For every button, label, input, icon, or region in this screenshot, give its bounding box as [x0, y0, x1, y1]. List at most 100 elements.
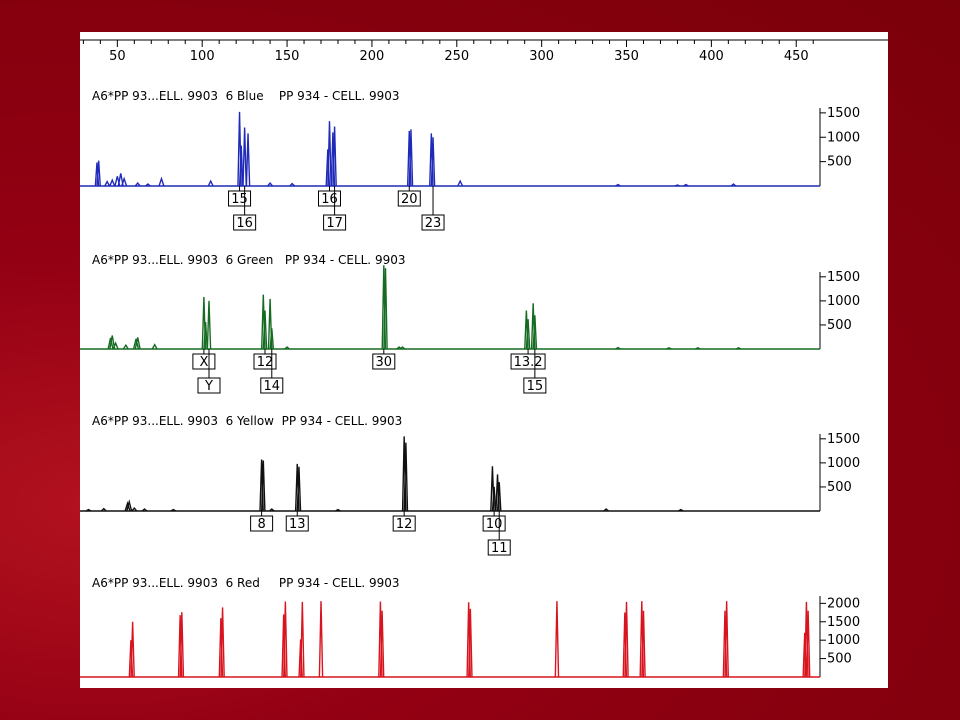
- y-tick-label: 1000: [827, 633, 860, 648]
- channel-label: A6*PP 93...ELL. 9903 6 Green PP 934 - CE…: [92, 253, 405, 267]
- signal-peak: [132, 338, 140, 350]
- allele-call-label: 13: [289, 517, 306, 532]
- y-tick-label: 1000: [827, 130, 860, 145]
- signal-peak: [403, 442, 409, 512]
- signal-peak: [134, 181, 141, 187]
- signal-peak: [262, 310, 268, 350]
- signal-peak: [283, 601, 288, 678]
- signal-peak: [203, 322, 208, 350]
- allele-call-box: [233, 214, 257, 231]
- allele-call-label: 10: [486, 517, 503, 532]
- allele-call-box: [372, 353, 396, 370]
- signal-peak: [206, 300, 212, 350]
- signal-peak: [220, 607, 225, 678]
- signal-peak: [134, 337, 141, 350]
- allele-call-label: 17: [326, 216, 343, 231]
- allele-call-box: [510, 353, 546, 370]
- allele-call-label: 8: [257, 517, 265, 532]
- y-tick-label: 500: [827, 155, 852, 170]
- allele-call-label: 13.2: [514, 355, 543, 370]
- signal-peak: [641, 610, 646, 678]
- signal-peak: [100, 507, 107, 512]
- y-tick-label: 1500: [827, 615, 860, 630]
- signal-peak: [151, 343, 158, 350]
- allele-call-label: 15: [231, 192, 248, 207]
- allele-call-label: 11: [491, 541, 508, 556]
- signal-peak: [85, 508, 92, 512]
- signal-peak: [109, 178, 116, 187]
- signal-peak: [145, 183, 151, 187]
- signal-peak: [399, 346, 406, 350]
- signal-peak: [674, 184, 681, 187]
- y-tick-label: 2000: [827, 596, 860, 611]
- signal-peak: [268, 508, 275, 512]
- signal-peak: [468, 608, 473, 678]
- signal-peak: [284, 346, 290, 350]
- signal-peak: [300, 601, 305, 678]
- signal-peak: [603, 508, 609, 512]
- signal-peak: [532, 315, 538, 350]
- channel-panel-4: A6*PP 93...ELL. 9903 6 Red PP 934 - CELL…: [80, 576, 860, 678]
- channel-label: A6*PP 93...ELL. 9903 6 Blue PP 934 - CEL…: [92, 89, 400, 103]
- signal-peak: [335, 508, 341, 512]
- y-tick-label: 1000: [827, 294, 860, 309]
- signal-peak: [130, 621, 135, 678]
- y-tick-label: 1500: [827, 432, 860, 447]
- allele-call-box: [260, 377, 284, 394]
- signal-peak: [245, 133, 251, 187]
- signal-peak: [298, 639, 303, 678]
- signal-peak: [141, 508, 148, 512]
- signal-peak: [104, 180, 111, 187]
- signal-peak: [379, 610, 385, 678]
- signal-peak: [666, 347, 672, 350]
- signal-peak: [107, 337, 114, 350]
- signal-peak: [179, 612, 185, 678]
- signal-peak: [126, 499, 133, 512]
- signal-peak: [457, 179, 464, 187]
- signal-peak: [683, 183, 689, 187]
- signal-peak: [735, 347, 742, 350]
- allele-call-label: 14: [264, 379, 281, 394]
- signal-peak: [124, 500, 131, 512]
- signal-peak: [242, 127, 247, 187]
- signal-peak: [96, 160, 101, 187]
- signal-peak: [327, 121, 332, 187]
- channel-label: A6*PP 93...ELL. 9903 6 Yellow PP 934 - C…: [92, 414, 402, 428]
- signal-peak: [430, 137, 436, 187]
- signal-peak: [615, 346, 621, 350]
- channel-panel-2: A6*PP 93...ELL. 9903 6 Green PP 934 - CE…: [80, 253, 860, 394]
- signal-peak: [491, 486, 497, 512]
- electropherogram-chart: 50 100 150 200 250 300 350 400 450 A6*PP 93...ELL…: [80, 39, 888, 678]
- signal-peak: [131, 507, 138, 512]
- x-tick-label: 300: [529, 49, 554, 64]
- signal-peak: [207, 179, 214, 187]
- signal-peak: [695, 347, 701, 350]
- x-tick-label: 250: [444, 49, 469, 64]
- y-tick-label: 1500: [827, 106, 860, 121]
- x-tick-label: 50: [109, 49, 126, 64]
- allele-call-box: [323, 214, 347, 231]
- channel-panel-3: A6*PP 93...ELL. 9903 6 Yellow PP 934 - C…: [80, 414, 860, 556]
- x-tick-label: 450: [784, 49, 809, 64]
- allele-call-label: 16: [236, 216, 253, 231]
- signal-peak: [615, 183, 621, 187]
- signal-peak: [724, 601, 729, 678]
- signal-peak: [158, 176, 165, 187]
- electropherogram-panel: 50 100 150 200 250 300 350 400 450 A6*PP 93...ELL…: [80, 32, 888, 688]
- channel-label: A6*PP 93...ELL. 9903 6 Red PP 934 - CELL…: [92, 576, 400, 590]
- y-tick-label: 1500: [827, 270, 860, 285]
- allele-call-box: [253, 353, 277, 370]
- allele-call-label: 20: [401, 192, 418, 207]
- signal-peak: [318, 601, 324, 678]
- allele-call-box: [397, 190, 421, 207]
- allele-call-label: 16: [321, 192, 338, 207]
- signal-peak: [261, 460, 266, 512]
- x-tick-label: 100: [190, 49, 215, 64]
- x-tick-label: 400: [699, 49, 724, 64]
- signal-peak: [121, 176, 128, 187]
- y-tick-label: 1000: [827, 456, 860, 471]
- signal-peak: [624, 601, 629, 678]
- signal-peak: [730, 183, 737, 187]
- signal-peak: [289, 182, 296, 187]
